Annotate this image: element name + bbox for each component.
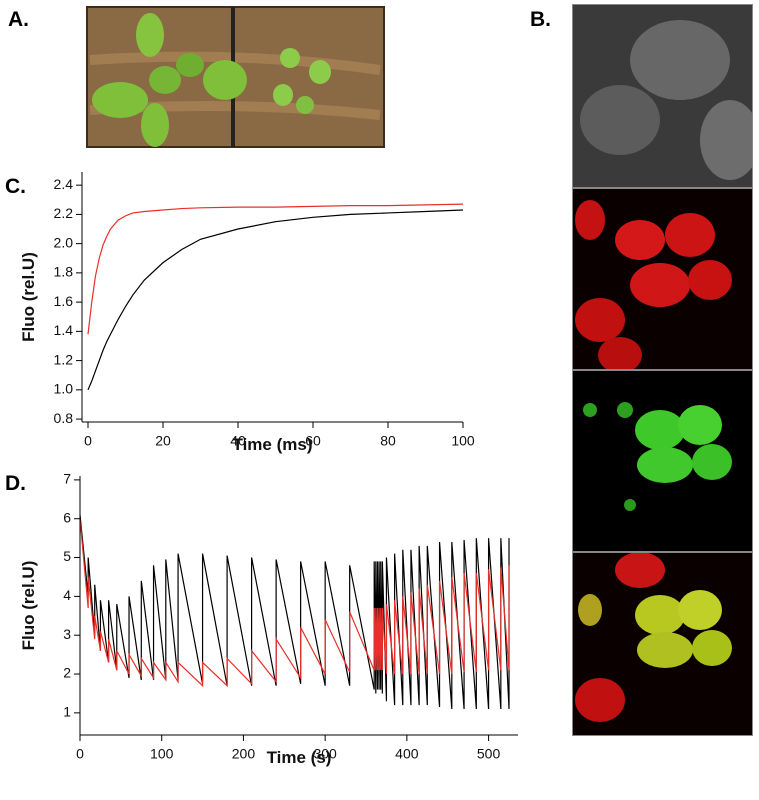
y-tick-label: 1.4 [54,322,74,338]
data-line [87,209,464,391]
y-tick-label: 5 [63,548,71,564]
panel-label: A. [8,8,29,31]
data-line [87,203,464,335]
y-tick-label: 1.8 [54,264,74,280]
x-tick-label: 500 [477,746,501,762]
x-axis-label: Time (s) [267,748,332,767]
y-tick-label: 2.2 [54,205,74,221]
y-tick-label: 1.6 [54,293,74,309]
y-tick-label: 2 [63,665,71,681]
chart: 0.8 1.0 1.2 1.4 1.6 1.8 2.0 2.2 2.4 0 20 40 60 80 100 T… [19,172,475,454]
data-line [79,514,510,710]
y-tick-label: 7 [63,471,71,487]
x-tick-label: 200 [232,746,256,762]
x-tick-label: 60 [305,433,321,449]
x-tick-label: 80 [380,433,396,449]
x-tick-label: 40 [230,433,246,449]
x-tick-label: 100 [150,746,174,762]
y-tick-label: 4 [63,587,71,603]
y-tick-label: 6 [63,509,71,525]
x-tick-label: 300 [313,746,337,762]
x-tick-label: 0 [76,746,84,762]
y-tick-label: 2.4 [54,176,74,192]
x-tick-label: 0 [84,433,92,449]
y-tick-label: 1.0 [54,381,74,397]
panel-label: B. [530,8,551,31]
y-axis-label: Fluo (rel.U) [19,561,38,651]
data-line [79,518,510,688]
y-axis-label: Fluo (rel.U) [19,252,38,342]
y-tick-label: 0.8 [54,410,74,426]
micrographs [572,4,753,736]
chart: 1 2 3 4 5 6 7 0 100 200 300 400 500 Time (s) Fluo (rel… [19,471,518,767]
y-tick-label: 3 [63,626,71,642]
y-tick-label: 1.2 [54,351,74,367]
y-tick-label: 2.0 [54,234,74,250]
x-tick-label: 100 [451,433,475,449]
x-axis-label: Time (ms) [233,435,313,454]
plant-photo [86,6,385,148]
panel-label: D. [5,472,26,495]
panel-label: C. [5,175,26,198]
x-tick-label: 20 [155,433,171,449]
x-tick-label: 400 [395,746,419,762]
y-tick-label: 1 [63,704,71,720]
